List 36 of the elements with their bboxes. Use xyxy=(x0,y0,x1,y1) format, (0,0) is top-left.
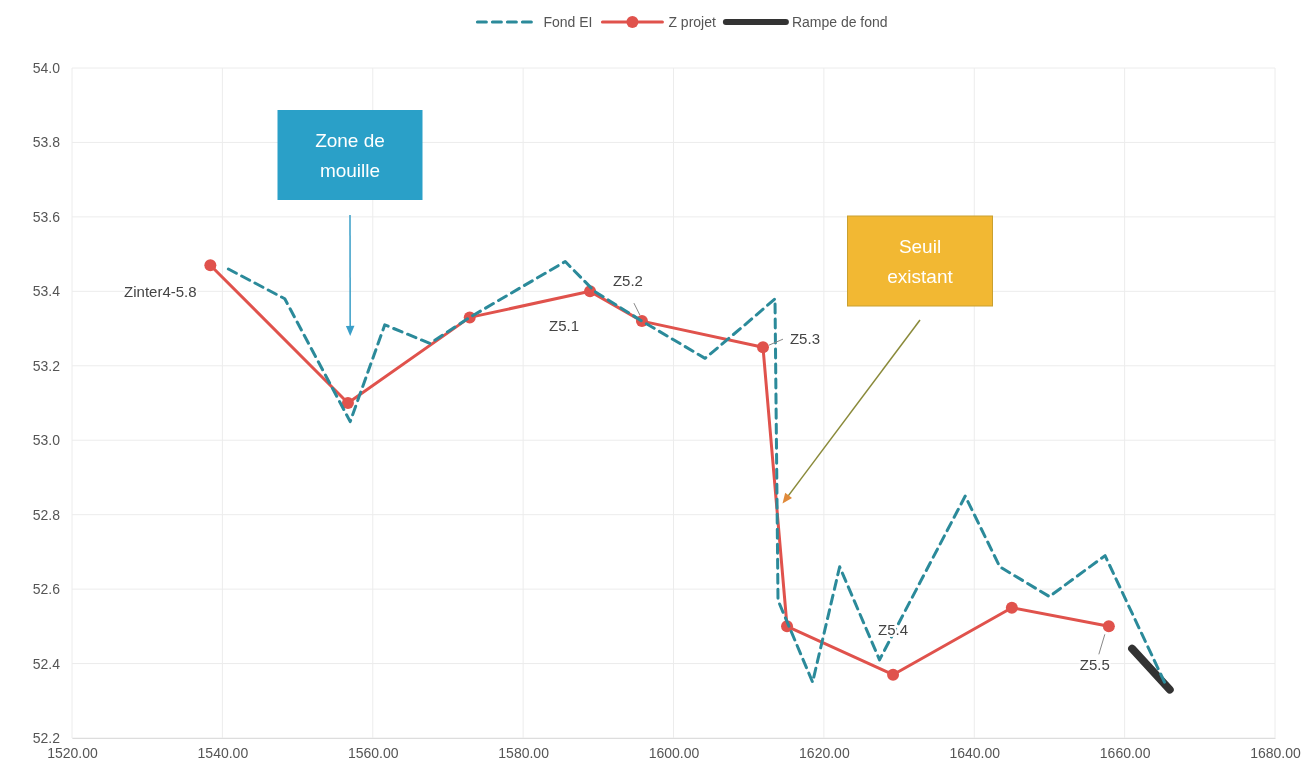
x-tick-label: 1540.00 xyxy=(197,744,249,761)
annotation: Z5.3 xyxy=(789,330,820,348)
y-tick-label: 53.4 xyxy=(32,283,61,300)
y-tick-label: 53.6 xyxy=(32,208,61,225)
y-tick-label: 54.0 xyxy=(32,59,61,76)
annotation: Zone de mouille xyxy=(315,130,385,181)
annotation: Z5.2 xyxy=(612,272,643,290)
x-tick-label: 1640.00 xyxy=(949,744,1001,761)
point xyxy=(887,668,900,681)
x-tick-label: 1580.00 xyxy=(498,744,550,761)
annotation: Zinter4-5.8 xyxy=(124,283,197,301)
annotation: Seuil existant xyxy=(887,236,954,287)
y-tick-label: 52.4 xyxy=(32,655,61,672)
legend-label: Z projet xyxy=(668,14,716,30)
legend-label: Rampe de fond xyxy=(791,14,888,30)
x-tick-label: 1660.00 xyxy=(1099,744,1151,761)
x-tick-label: 1560.00 xyxy=(347,744,399,761)
y-tick-label: 53.8 xyxy=(32,134,61,151)
annotation: Z5.5 xyxy=(1079,656,1110,674)
x-tick-label: 1520.00 xyxy=(47,744,99,761)
legend-label: Fond EI xyxy=(543,14,593,30)
point xyxy=(1102,620,1115,633)
x-tick-label: 1620.00 xyxy=(799,744,850,761)
y-tick-label: 52.8 xyxy=(32,506,61,523)
annotation: Z5.4 xyxy=(878,620,909,638)
x-tick-label: 1680.00 xyxy=(1250,744,1302,761)
point xyxy=(204,259,217,272)
annotation: Z5.1 xyxy=(549,317,580,335)
point xyxy=(1005,601,1018,614)
y-tick-label: 52.6 xyxy=(32,581,61,598)
point xyxy=(341,397,354,409)
point xyxy=(756,341,769,354)
x-tick-label: 1600.00 xyxy=(648,744,700,761)
y-tick-label: 52.2 xyxy=(32,729,61,746)
y-tick-label: 53.0 xyxy=(32,432,61,449)
y-tick-label: 53.2 xyxy=(32,357,61,374)
